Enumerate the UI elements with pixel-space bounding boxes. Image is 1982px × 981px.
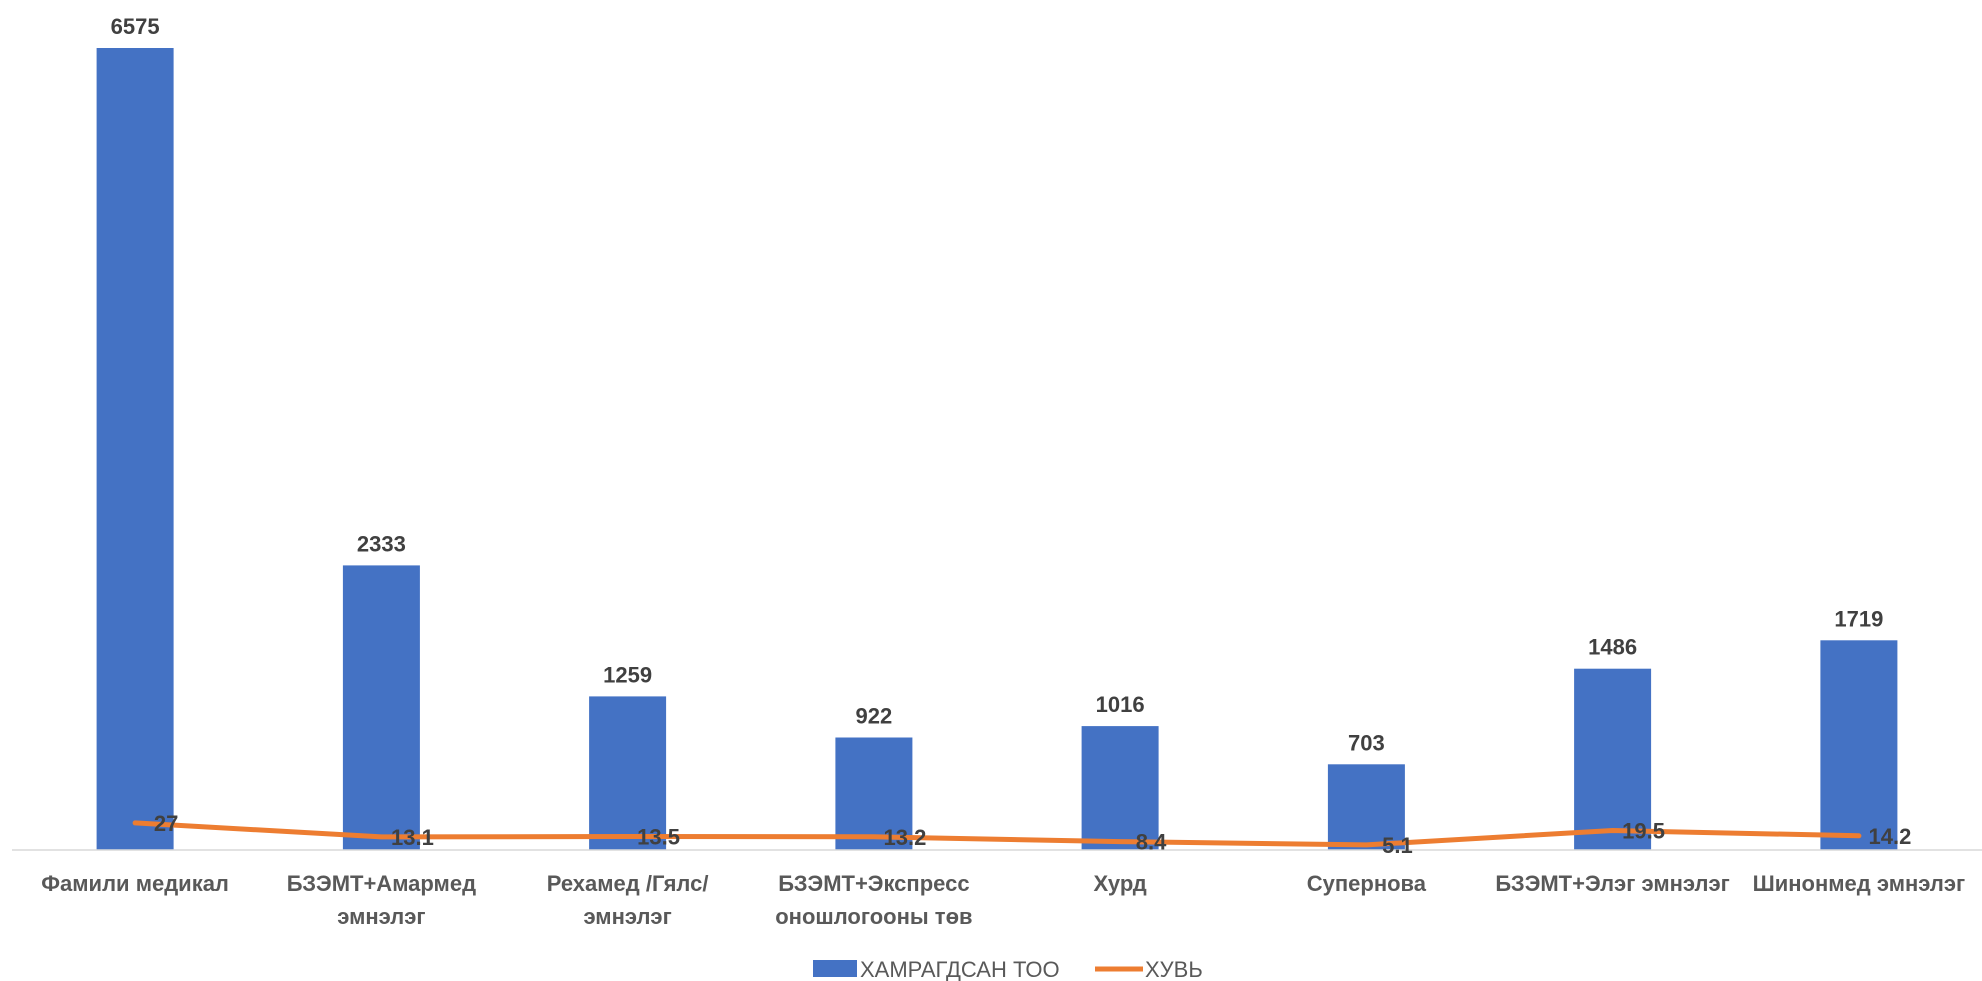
- bar-value-label: 703: [1348, 730, 1385, 755]
- line-value-label: 13.2: [883, 825, 926, 850]
- category-label: БЗЭМТ+Экспресс оношлогооны төв: [775, 871, 972, 929]
- line-value-label: 27: [154, 811, 178, 836]
- bar: [1574, 668, 1652, 850]
- category-label: БЗЭМТ+Амармед эмнэлэг: [287, 871, 476, 929]
- bar: [342, 565, 420, 850]
- line-value-label: 13.1: [391, 825, 434, 850]
- category-label: Шинонмед эмнэлэг: [1753, 871, 1966, 896]
- legend: ХАМРАГДСАН ТОО ХУВЬ: [813, 957, 1203, 981]
- legend-label-line: ХУВЬ: [1145, 957, 1203, 981]
- bar-value-label: 1016: [1096, 692, 1145, 717]
- bar: [1081, 726, 1159, 850]
- bar: [1820, 640, 1898, 850]
- bar-value-label: 6575: [111, 14, 160, 39]
- line-layer: 27 13.1 13.5 13.2 8.4 5.1 19.5 14.2: [132, 811, 1911, 858]
- bar: [96, 48, 174, 850]
- bar: [1327, 764, 1405, 850]
- bar-value-label: 1486: [1588, 635, 1637, 660]
- legend-label-bar: ХАМРАГДСАН ТОО: [860, 957, 1060, 981]
- line-value-label: 19.5: [1622, 819, 1665, 844]
- bar-value-label: 1719: [1834, 606, 1883, 631]
- category-label: Рехамед /Гялс/эмнэлэг: [547, 871, 709, 929]
- category-label: БЗЭМТ+Элэг эмнэлэг: [1495, 871, 1729, 896]
- bars-layer: 6575 2333 1259 922 1016 703 1486 1719: [96, 14, 1898, 850]
- line-value-label: 13.5: [637, 825, 680, 850]
- category-label: Хурд: [1094, 871, 1147, 896]
- bar: [835, 737, 913, 850]
- bar-value-label: 2333: [357, 531, 406, 556]
- line-value-label: 5.1: [1382, 833, 1413, 858]
- bar: [589, 696, 667, 850]
- bar-value-label: 922: [856, 704, 893, 729]
- line-series: [132, 820, 1862, 848]
- line-value-label: 8.4: [1136, 830, 1167, 855]
- bar-value-label: 1259: [603, 662, 652, 687]
- category-labels: Фамили медикал БЗЭМТ+Амармед эмнэлэг Рехаме…: [41, 871, 1965, 929]
- line-value-label: 14.2: [1868, 824, 1911, 849]
- category-label: Фамили медикал: [41, 871, 229, 896]
- legend-swatch-bar: [813, 960, 857, 977]
- category-label: Супернова: [1307, 871, 1427, 896]
